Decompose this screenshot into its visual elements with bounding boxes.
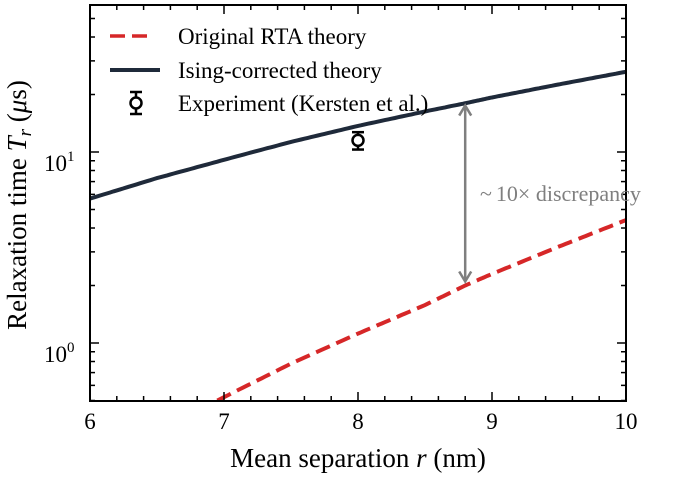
arrow-head-top: [458, 103, 473, 117]
experiment-point: [351, 130, 365, 151]
x-axis-label: Mean separation r (nm): [230, 443, 486, 473]
x-tick-label: 7: [218, 409, 230, 434]
series-line-rta: [216, 218, 626, 401]
y-tick-label: 100: [44, 340, 75, 367]
legend-label-experiment: Experiment (Kersten et al.): [178, 91, 428, 116]
x-tick-label: 9: [486, 409, 498, 434]
y-tick-label: 101: [44, 149, 75, 176]
arrow-head-bottom: [458, 270, 473, 284]
legend-swatch-experiment: [129, 90, 143, 116]
discrepancy-arrow: [458, 103, 473, 284]
discrepancy-annotation: ~10× discrepancy: [480, 181, 641, 206]
experiment-marker: [351, 133, 365, 148]
legend-label-rta: Original RTA theory: [178, 24, 367, 49]
legend-label-ising: Ising-corrected theory: [178, 58, 382, 83]
x-tick-label: 8: [352, 409, 364, 434]
x-tick-label: 10: [615, 409, 638, 434]
series-line-ising: [90, 69, 626, 201]
x-tick-label: 6: [84, 409, 96, 434]
legend: Original RTA theory Ising-corrected theo…: [110, 24, 428, 116]
y-axis-label: Relaxation time Tr (μs): [2, 80, 36, 330]
